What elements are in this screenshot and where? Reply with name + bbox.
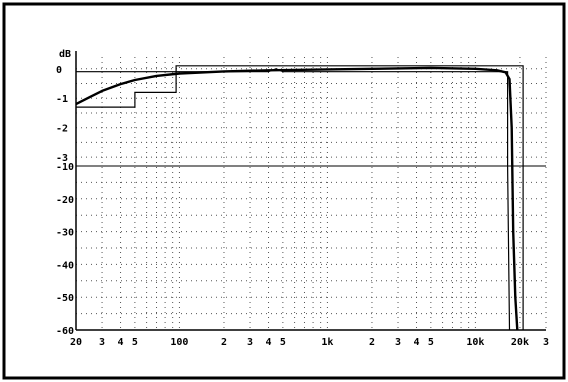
tolerance-template bbox=[76, 65, 524, 331]
y-tick-label: 0 bbox=[56, 65, 62, 76]
x-tick-label: 20k bbox=[511, 337, 529, 348]
x-tick-label: 100 bbox=[170, 337, 188, 348]
x-tick-label: 3 bbox=[395, 337, 401, 348]
y-tick-label: -3 bbox=[56, 153, 68, 164]
y-tick-label: -30 bbox=[56, 228, 74, 239]
x-tick-label: 2 bbox=[369, 337, 375, 348]
y-tick-label: -40 bbox=[56, 260, 74, 271]
x-tick-label: 4 bbox=[413, 337, 419, 348]
template-upper-line bbox=[76, 65, 524, 330]
series bbox=[75, 66, 519, 331]
y-tick-label: -10 bbox=[56, 162, 74, 173]
x-tick-label: 3 bbox=[247, 337, 253, 348]
y-tick-label: -2 bbox=[56, 124, 68, 135]
y-axis-label: dB bbox=[59, 49, 71, 60]
x-tick-label: 3 bbox=[99, 337, 105, 348]
x-tick-label: 5 bbox=[280, 337, 286, 348]
response-curve bbox=[75, 66, 519, 331]
x-tick-label: 20 bbox=[70, 337, 82, 348]
y-tick-label: -60 bbox=[56, 326, 74, 337]
x-tick-label: 2 bbox=[221, 337, 227, 348]
x-tick-label: 5 bbox=[428, 337, 434, 348]
template-lower-line bbox=[76, 68, 511, 331]
x-tick-label: 4 bbox=[266, 337, 272, 348]
y-tick-label: -1 bbox=[56, 94, 68, 105]
axes bbox=[75, 51, 546, 331]
x-tick-label: 4 bbox=[118, 337, 124, 348]
x-tick-label: 5 bbox=[132, 337, 138, 348]
x-tick-label: 3 bbox=[543, 337, 549, 348]
y-tick-label: -50 bbox=[56, 293, 74, 304]
y-tick-label: -20 bbox=[56, 195, 74, 206]
x-tick-label: 1k bbox=[321, 337, 333, 348]
x-tick-label: 10k bbox=[466, 337, 484, 348]
